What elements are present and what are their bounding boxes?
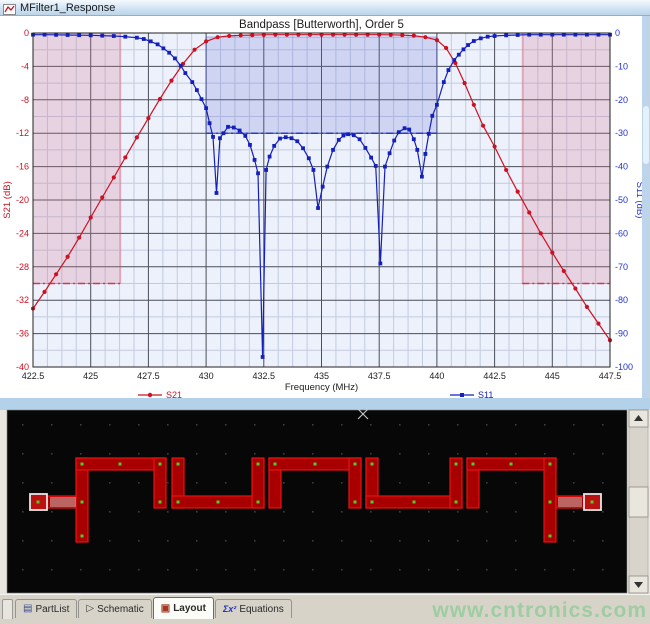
tab-partlist-label: PartList bbox=[35, 603, 70, 615]
right-tick-label: -90 bbox=[615, 329, 628, 339]
layout-icon: ▣ bbox=[160, 602, 171, 614]
left-tick-label: -24 bbox=[16, 228, 29, 238]
x-tick-label: 430 bbox=[199, 371, 214, 381]
right-tick-label: -20 bbox=[615, 95, 628, 105]
selected-segment-highlight bbox=[558, 497, 582, 507]
plot-frame bbox=[32, 32, 611, 368]
tab-equations-label: Equations bbox=[239, 603, 284, 615]
selected-segment-highlight bbox=[50, 497, 76, 507]
left-tick-label: -36 bbox=[16, 329, 29, 339]
x-tick-label: 432.5 bbox=[253, 371, 276, 381]
upper-stopband-spec bbox=[521, 32, 611, 285]
scroll-thumb[interactable] bbox=[628, 486, 649, 518]
right-axis-title: S11 (dB) bbox=[634, 182, 645, 219]
legend-label-S11: S11 bbox=[478, 390, 493, 400]
layout-canvas[interactable] bbox=[0, 404, 650, 594]
x-tick-label: 422.5 bbox=[22, 371, 45, 381]
response-chart: Bandpass [Butterworth], Order 5 422.5 425 4… bbox=[0, 19, 650, 404]
tab-partlist[interactable]: ▤ PartList bbox=[15, 599, 78, 618]
right-tick-label: -30 bbox=[615, 128, 628, 138]
right-tick-label: -40 bbox=[615, 162, 628, 172]
microstrip-traces bbox=[46, 457, 587, 543]
tab-schematic-label: Schematic bbox=[97, 603, 144, 615]
right-tick-label: -80 bbox=[615, 295, 628, 305]
x-tick-label: 437.5 bbox=[368, 371, 391, 381]
chart-window-right-edge[interactable] bbox=[642, 16, 650, 398]
schematic-icon: ▷ bbox=[86, 603, 95, 614]
right-tick-label: 0 bbox=[615, 28, 620, 38]
x-tick-label: 425 bbox=[83, 371, 98, 381]
passband-return-loss-spec bbox=[205, 36, 438, 134]
window-bottom-edge bbox=[0, 398, 650, 404]
layout-window bbox=[0, 404, 650, 594]
tab-schematic[interactable]: ▷ Schematic bbox=[78, 599, 152, 618]
tab-layout[interactable]: ▣ Layout bbox=[152, 597, 214, 619]
left-tick-label: -12 bbox=[16, 128, 29, 138]
left-tick-label: -20 bbox=[16, 195, 29, 205]
splitter-bar bbox=[0, 404, 650, 410]
tab-layout-label: Layout bbox=[173, 603, 206, 614]
crosshair-cursor bbox=[357, 408, 369, 420]
left-tick-label: 0 bbox=[24, 28, 29, 38]
x-tick-label: 442.5 bbox=[483, 371, 506, 381]
right-tick-label: -50 bbox=[615, 195, 628, 205]
x-axis-title: Frequency (MHz) bbox=[285, 382, 358, 393]
chart-legend: S21 S11 bbox=[138, 390, 493, 400]
x-tick-label: 440 bbox=[429, 371, 444, 381]
legend-label-S21: S21 bbox=[166, 390, 182, 400]
chart-title: Bandpass [Butterworth], Order 5 bbox=[239, 19, 404, 31]
right-tick-label: -100 bbox=[615, 362, 633, 372]
x-tick-label: 427.5 bbox=[137, 371, 160, 381]
partlist-icon: ▤ bbox=[23, 603, 33, 614]
left-axis-title: S21 (dB) bbox=[2, 181, 13, 219]
lower-stopband-spec bbox=[32, 32, 122, 285]
response-window: MFilter1_Response Bandpass [Butterworth]… bbox=[0, 0, 650, 404]
pcb-canvas bbox=[6, 409, 628, 594]
tab-equations[interactable]: Σx² Equations bbox=[214, 599, 292, 618]
right-tick-label: -70 bbox=[615, 262, 628, 272]
x-tick-label: 445 bbox=[545, 371, 560, 381]
line-chart-icon bbox=[3, 2, 16, 15]
response-window-titlebar[interactable]: MFilter1_Response bbox=[0, 0, 650, 16]
up-arrow-icon bbox=[634, 415, 643, 421]
down-arrow-icon bbox=[634, 582, 643, 588]
document-tab-bar: ▤ PartList ▷ Schematic ▣ Layout Σx² Equa… bbox=[0, 594, 650, 624]
x-tick-label: 435 bbox=[314, 371, 329, 381]
chart-window-scroll-thumb[interactable] bbox=[643, 106, 649, 164]
series-S21 bbox=[30, 32, 613, 343]
tab-bar-stub[interactable] bbox=[2, 599, 13, 619]
left-tick-label: -40 bbox=[16, 362, 29, 372]
equations-icon: Σx² bbox=[222, 604, 237, 614]
x-tick-label: 447.5 bbox=[599, 371, 622, 381]
right-tick-label: -60 bbox=[615, 228, 628, 238]
left-tick-label: -4 bbox=[21, 61, 29, 71]
layout-vertical-scrollbar bbox=[628, 409, 649, 594]
left-tick-label: -16 bbox=[16, 162, 29, 172]
window-title: MFilter1_Response bbox=[20, 1, 116, 14]
series-S11 bbox=[31, 32, 612, 359]
right-tick-label: -10 bbox=[615, 61, 628, 71]
left-tick-label: -32 bbox=[16, 295, 29, 305]
left-tick-label: -8 bbox=[21, 95, 29, 105]
left-tick-label: -28 bbox=[16, 262, 29, 272]
trace-vertices bbox=[36, 462, 594, 538]
